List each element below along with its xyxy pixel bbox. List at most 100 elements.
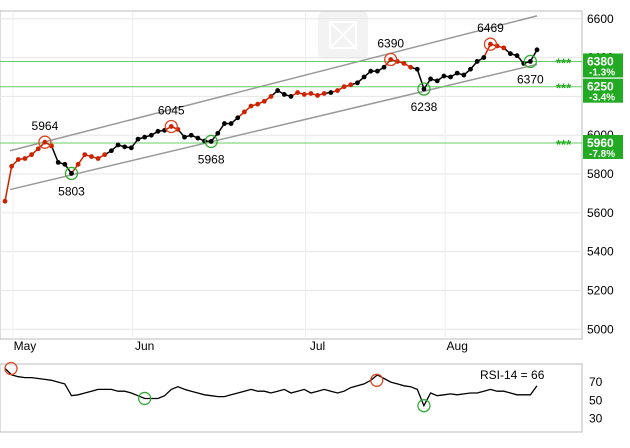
peak-label: 5803 bbox=[58, 184, 85, 198]
level-stars: *** bbox=[556, 137, 572, 152]
peak-label: 6045 bbox=[158, 103, 185, 117]
price-point bbox=[275, 88, 280, 93]
price-point bbox=[488, 42, 493, 47]
price-point bbox=[348, 82, 353, 87]
price-point bbox=[388, 57, 393, 62]
price-point bbox=[289, 94, 294, 99]
watermark-icon bbox=[318, 11, 368, 59]
price-point bbox=[528, 59, 533, 64]
y-tick-label: 6600 bbox=[587, 12, 614, 26]
y-tick-label: 5600 bbox=[587, 206, 614, 220]
price-point bbox=[269, 94, 274, 99]
price-point bbox=[169, 124, 174, 129]
y-tick-label: 5800 bbox=[587, 167, 614, 181]
level-change: -3.4% bbox=[589, 93, 615, 104]
price-point bbox=[142, 135, 147, 140]
level-change: -7.8% bbox=[589, 149, 615, 160]
price-point bbox=[209, 139, 214, 144]
price-point bbox=[182, 135, 187, 140]
price-point bbox=[109, 148, 114, 153]
price-point bbox=[56, 160, 61, 165]
price-point bbox=[328, 90, 333, 95]
price-point bbox=[255, 102, 260, 107]
level-value: 6250 bbox=[587, 80, 614, 94]
price-point bbox=[36, 146, 41, 151]
x-tick-label: Jul bbox=[310, 339, 325, 353]
price-point bbox=[102, 152, 107, 157]
price-point bbox=[355, 80, 360, 85]
price-point bbox=[515, 53, 520, 58]
peak-label: 6390 bbox=[377, 37, 404, 51]
price-point bbox=[455, 71, 460, 76]
price-point bbox=[535, 47, 540, 52]
price-point bbox=[43, 140, 48, 145]
price-point bbox=[295, 90, 300, 95]
price-point bbox=[262, 99, 267, 104]
price-point bbox=[408, 65, 413, 70]
price-point bbox=[122, 144, 127, 149]
price-point bbox=[9, 164, 14, 169]
price-point bbox=[242, 110, 247, 115]
price-point bbox=[315, 93, 320, 98]
price-point bbox=[322, 91, 327, 96]
price-point bbox=[249, 104, 254, 109]
price-point bbox=[435, 78, 440, 83]
price-point bbox=[468, 67, 473, 72]
price-point bbox=[481, 55, 486, 60]
price-point bbox=[342, 84, 347, 89]
peak-label: 5964 bbox=[32, 119, 59, 133]
level-value: 6380 bbox=[587, 54, 614, 68]
peak-label: 6370 bbox=[517, 72, 544, 86]
price-point bbox=[129, 145, 134, 150]
price-point bbox=[82, 152, 87, 157]
peak-label: 6238 bbox=[411, 100, 438, 114]
y-tick-label: 5000 bbox=[587, 322, 614, 336]
price-point bbox=[475, 59, 480, 64]
price-point bbox=[501, 45, 506, 50]
price-point bbox=[368, 69, 373, 74]
level-stars: *** bbox=[556, 81, 572, 96]
rsi-tick-label: 70 bbox=[589, 375, 603, 389]
price-point bbox=[222, 121, 227, 126]
level-value: 5960 bbox=[587, 136, 614, 150]
x-tick-label: Aug bbox=[447, 339, 468, 353]
price-point bbox=[76, 162, 81, 167]
price-point bbox=[29, 152, 34, 157]
price-point bbox=[461, 73, 466, 78]
rsi-tick-label: 50 bbox=[589, 393, 603, 407]
rsi-tick-label: 30 bbox=[589, 411, 603, 425]
price-point bbox=[282, 92, 287, 97]
peak-label: 5968 bbox=[198, 152, 225, 166]
x-tick-label: May bbox=[14, 339, 37, 353]
price-point bbox=[382, 65, 387, 70]
price-point bbox=[3, 199, 8, 204]
price-point bbox=[448, 75, 453, 80]
level-change: -1.3% bbox=[589, 67, 615, 78]
price-point bbox=[16, 157, 21, 162]
price-point bbox=[229, 121, 234, 126]
price-point bbox=[215, 131, 220, 136]
price-point bbox=[23, 156, 28, 161]
price-point bbox=[69, 171, 74, 176]
x-tick-label: Jun bbox=[135, 339, 154, 353]
price-point bbox=[415, 67, 420, 72]
price-point bbox=[442, 74, 447, 79]
price-point bbox=[428, 77, 433, 82]
price-point bbox=[362, 75, 367, 80]
price-point bbox=[116, 143, 121, 148]
price-point bbox=[136, 137, 141, 142]
y-tick-label: 5200 bbox=[587, 283, 614, 297]
level-stars: *** bbox=[556, 55, 572, 70]
price-point bbox=[422, 87, 427, 92]
price-point bbox=[156, 129, 161, 134]
price-point bbox=[402, 61, 407, 66]
rsi-label: RSI-14 = 66 bbox=[480, 368, 545, 382]
price-point bbox=[195, 136, 200, 141]
price-point bbox=[149, 133, 154, 138]
y-tick-label: 5400 bbox=[587, 245, 614, 259]
price-point bbox=[62, 162, 67, 167]
price-point bbox=[235, 115, 240, 120]
price-point bbox=[309, 91, 314, 96]
